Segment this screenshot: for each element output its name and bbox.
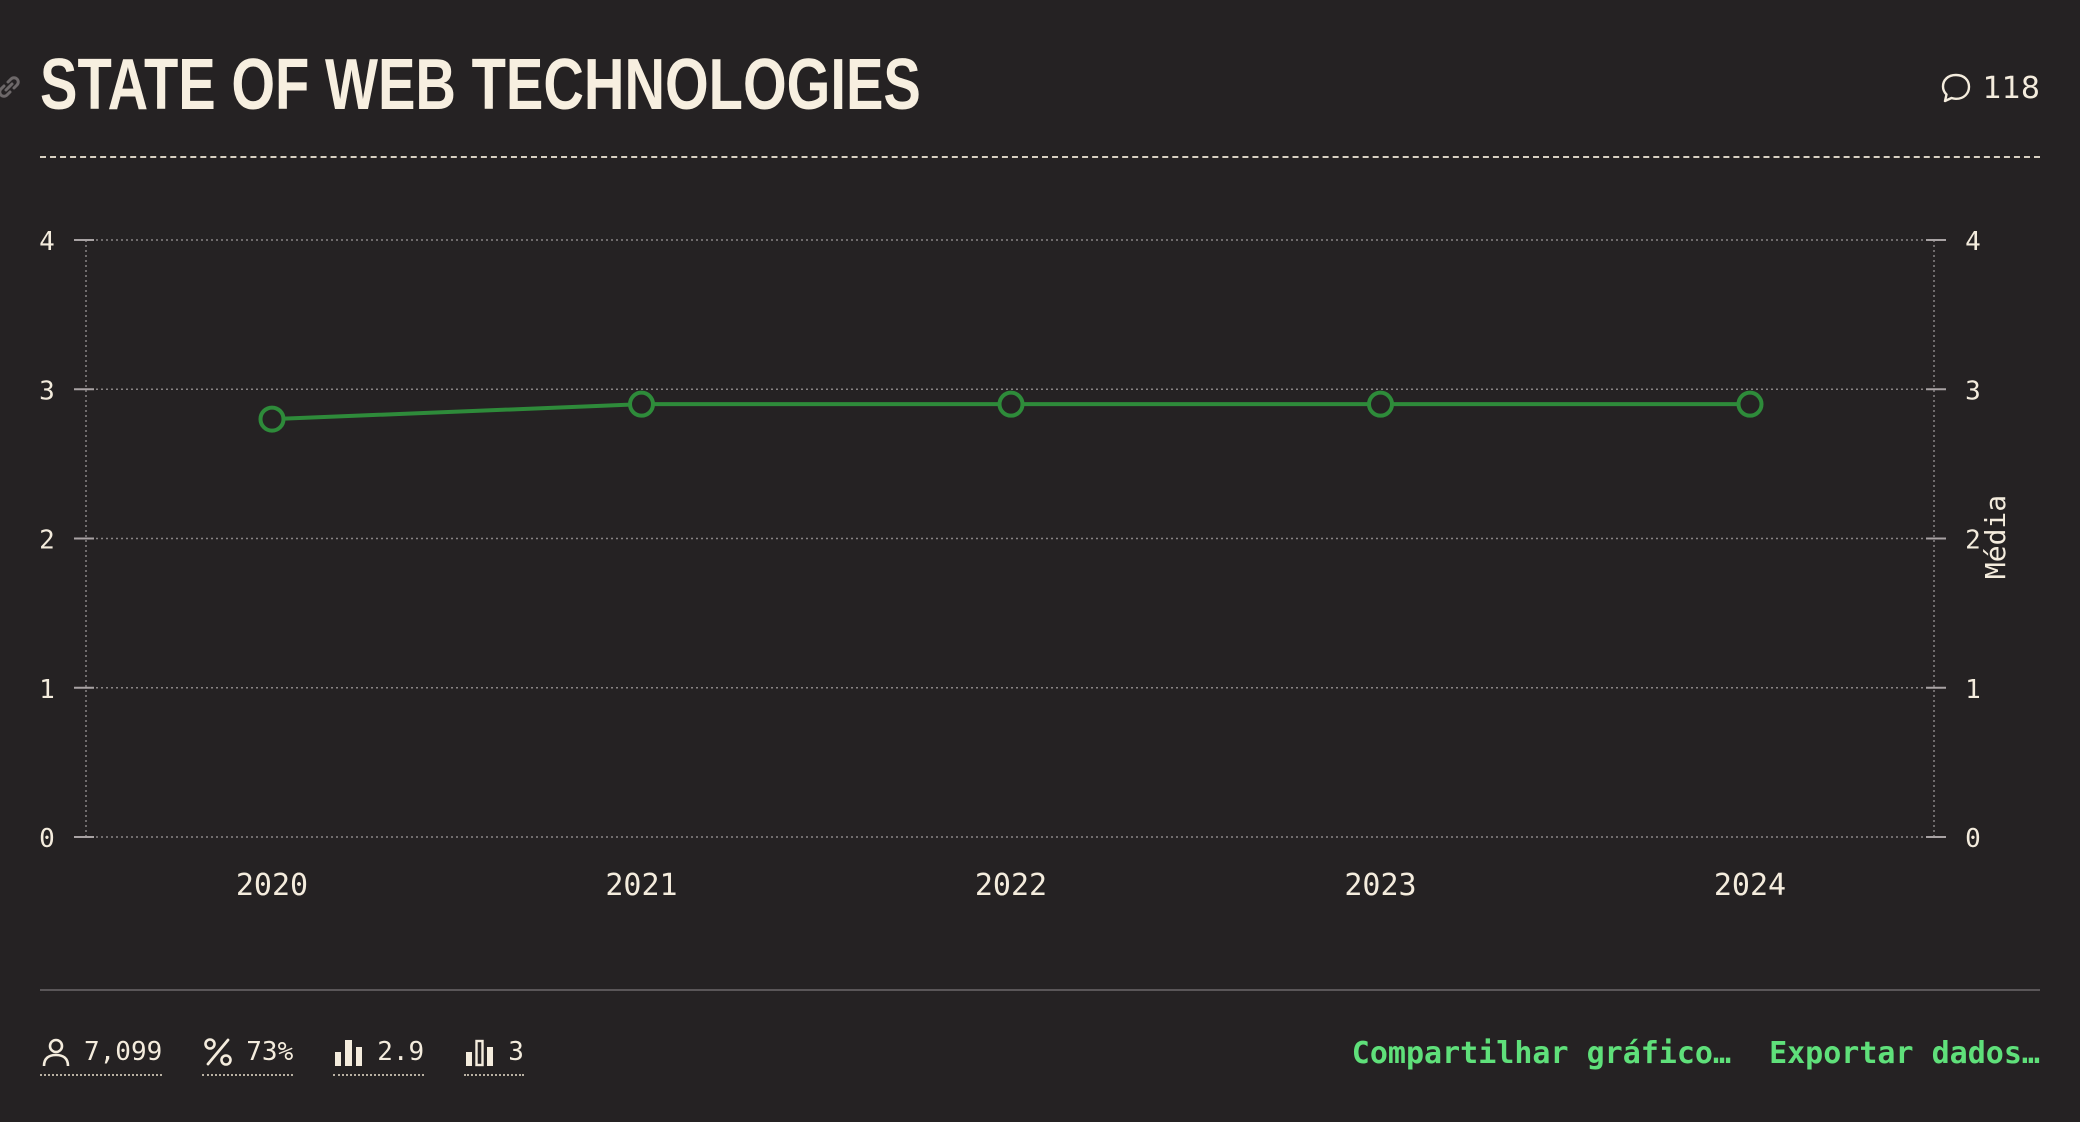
bar-chart-icon <box>335 1040 363 1066</box>
data-point-2022[interactable] <box>997 390 1025 418</box>
x-tick-label: 2023 <box>1344 868 1416 903</box>
user-icon <box>42 1038 70 1067</box>
data-point-2023[interactable] <box>1367 390 1394 418</box>
header-divider <box>40 156 2040 158</box>
chart-actions: Compartilhar gráfico… Exportar dados… <box>1352 1036 2040 1071</box>
stat-respondents[interactable]: 7,099 <box>40 1036 163 1076</box>
data-point-2024[interactable] <box>1736 390 1764 418</box>
comment-count: 118 <box>1982 70 2040 106</box>
y-tick-label: 3 <box>39 376 55 406</box>
bar-chart-outline-icon <box>466 1039 494 1067</box>
speech-bubble-icon <box>1941 73 1970 103</box>
link-icon[interactable] <box>0 72 24 102</box>
stat-percentage[interactable]: 73% <box>202 1036 294 1076</box>
y-tick-label: 0 <box>39 824 55 854</box>
x-tick-label: 2020 <box>236 868 308 903</box>
stat-median[interactable]: 3 <box>464 1036 524 1076</box>
x-tick-label: 2021 <box>605 868 677 903</box>
y-tick-label: 1 <box>39 675 55 705</box>
y2-tick-label: 4 <box>1965 227 1981 257</box>
page-title: STATE OF WEB TECHNOLOGIES <box>40 45 921 125</box>
y2-tick-label: 2 <box>1965 526 1981 556</box>
stat-percentage-value: 73% <box>246 1037 294 1067</box>
footer-divider <box>40 989 2040 991</box>
line-chart: 0 0 1 1 2 2 3 3 4 4 2020 2021 2022 2023 2024 Média <box>39 227 2012 903</box>
stat-average-value: 2.9 <box>377 1037 425 1067</box>
comments-button[interactable]: 118 <box>1939 68 2040 108</box>
share-chart-button[interactable]: Compartilhar gráfico… <box>1351 1036 1732 1071</box>
y-tick-label: 4 <box>39 227 55 257</box>
percent-icon <box>204 1038 233 1066</box>
stat-average[interactable]: 2.9 <box>333 1036 425 1076</box>
export-data-button[interactable]: Exportar dados… <box>1769 1036 2040 1071</box>
stats-bar: 7,099 73% 2.9 3 <box>40 1036 524 1076</box>
y2-axis-label: Média <box>1979 495 2012 579</box>
y2-tick-label: 1 <box>1965 675 1981 705</box>
x-tick-label: 2024 <box>1714 868 1786 903</box>
y2-tick-label: 0 <box>1965 824 1981 854</box>
x-tick-label: 2022 <box>975 868 1047 903</box>
stat-respondents-value: 7,099 <box>84 1037 163 1067</box>
data-point-2021[interactable] <box>628 390 655 418</box>
y2-tick-label: 3 <box>1965 376 1981 406</box>
y-tick-label: 2 <box>39 526 55 556</box>
data-point-2020[interactable] <box>258 405 286 433</box>
stat-median-value: 3 <box>508 1037 524 1067</box>
